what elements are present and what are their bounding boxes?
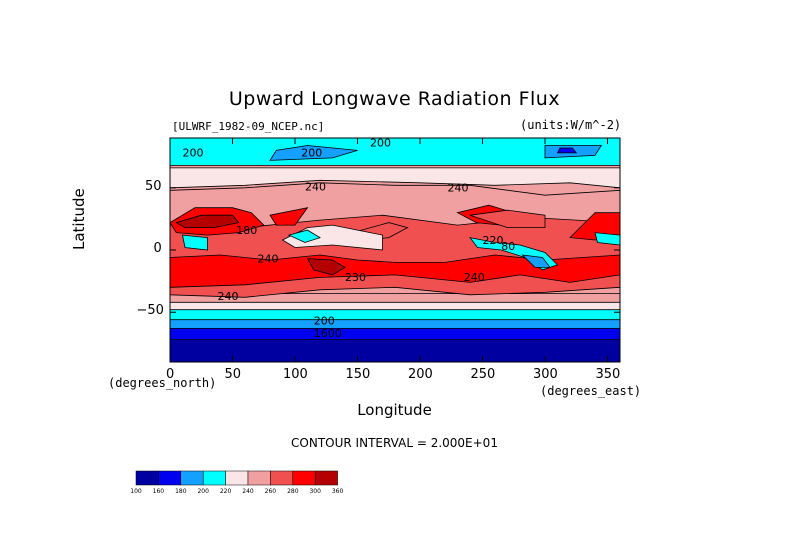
x-axis-label: Longitude bbox=[357, 401, 432, 419]
contour-region bbox=[170, 167, 620, 189]
contour-label: 240 bbox=[305, 180, 326, 193]
chart-title: Upward Longwave Radiation Flux bbox=[228, 88, 561, 110]
contour-label: 240 bbox=[464, 271, 485, 284]
contour-region bbox=[170, 293, 620, 303]
colorbar-swatch bbox=[314, 470, 338, 486]
colorbar-swatch bbox=[225, 470, 249, 486]
contour-region bbox=[170, 336, 620, 362]
heatmap-regions bbox=[170, 138, 620, 362]
contour-region bbox=[269, 207, 309, 226]
colorbar-swatch bbox=[158, 470, 182, 486]
contour-region bbox=[170, 326, 620, 341]
contour-region bbox=[306, 258, 346, 276]
colorbar-swatch bbox=[292, 470, 316, 486]
contour-region bbox=[182, 234, 208, 251]
contour-label: 240 bbox=[258, 252, 279, 265]
contour-label: 180 bbox=[236, 224, 257, 237]
contour-region bbox=[556, 147, 578, 154]
colorbar-swatch bbox=[270, 470, 294, 486]
x-tick-label: 50 bbox=[224, 367, 242, 382]
x-tick-label: 300 bbox=[533, 367, 558, 382]
contour-label: 80 bbox=[501, 240, 515, 253]
colorbar-label: 180 bbox=[175, 488, 187, 495]
contour-region bbox=[170, 308, 620, 321]
colorbar-label: 280 bbox=[287, 488, 299, 495]
x-tick-label: 0 bbox=[166, 367, 175, 382]
colorbar-label: 160 bbox=[153, 488, 165, 495]
contour-region bbox=[521, 254, 551, 268]
contour-label: 200 bbox=[301, 147, 322, 160]
x-tick-label: 150 bbox=[345, 367, 371, 382]
contour-label: 200 bbox=[314, 315, 335, 328]
contour-region bbox=[287, 229, 321, 243]
contour-label: 220 bbox=[483, 234, 504, 247]
colorbar-swatch bbox=[135, 470, 159, 486]
contour-region bbox=[569, 212, 620, 241]
contour-region bbox=[594, 232, 620, 246]
colorbar-swatch bbox=[202, 470, 226, 486]
y-axis-unit: (degrees_north) bbox=[108, 376, 217, 390]
contour-label: 240 bbox=[218, 290, 239, 303]
x-tick-label: 100 bbox=[283, 367, 308, 382]
colorbar-swatch bbox=[180, 470, 204, 486]
contour-region bbox=[170, 317, 620, 329]
colorbar-label: 300 bbox=[309, 488, 321, 495]
y-tick-label: −50 bbox=[136, 303, 164, 319]
contour-label: 200 bbox=[370, 137, 391, 150]
y-tick-label: 0 bbox=[153, 241, 162, 256]
contour-label: 1600 bbox=[314, 327, 342, 340]
contour-label: 240 bbox=[448, 182, 469, 195]
contour-region bbox=[175, 214, 240, 229]
colorbar-label: 260 bbox=[265, 488, 277, 495]
chart-subtitle-file: [ULWRF_1982-09_NCEP.nc] bbox=[172, 120, 325, 133]
x-axis-unit: (degrees_east) bbox=[540, 384, 642, 398]
colorbar-label: 240 bbox=[242, 488, 254, 495]
colorbar-swatch bbox=[247, 470, 271, 486]
y-tick-label: 50 bbox=[145, 178, 162, 194]
chart-subtitle-units: (units:W/m^-2) bbox=[520, 118, 622, 132]
x-tick-label: 350 bbox=[595, 367, 621, 382]
contour-region bbox=[469, 209, 546, 229]
colorbar-label: 360 bbox=[332, 488, 344, 495]
colorbar-label: 200 bbox=[197, 488, 209, 495]
contour-label: 200 bbox=[183, 147, 204, 160]
contour-region bbox=[269, 145, 358, 161]
x-tick-label: 200 bbox=[408, 367, 433, 382]
x-tick-label: 250 bbox=[470, 367, 496, 382]
contour-interval-text: CONTOUR INTERVAL = 2.000E+01 bbox=[291, 436, 498, 450]
contour-label: 230 bbox=[345, 271, 366, 284]
colorbar-label: 100 bbox=[130, 488, 142, 495]
colorbar-label: 220 bbox=[220, 488, 232, 495]
